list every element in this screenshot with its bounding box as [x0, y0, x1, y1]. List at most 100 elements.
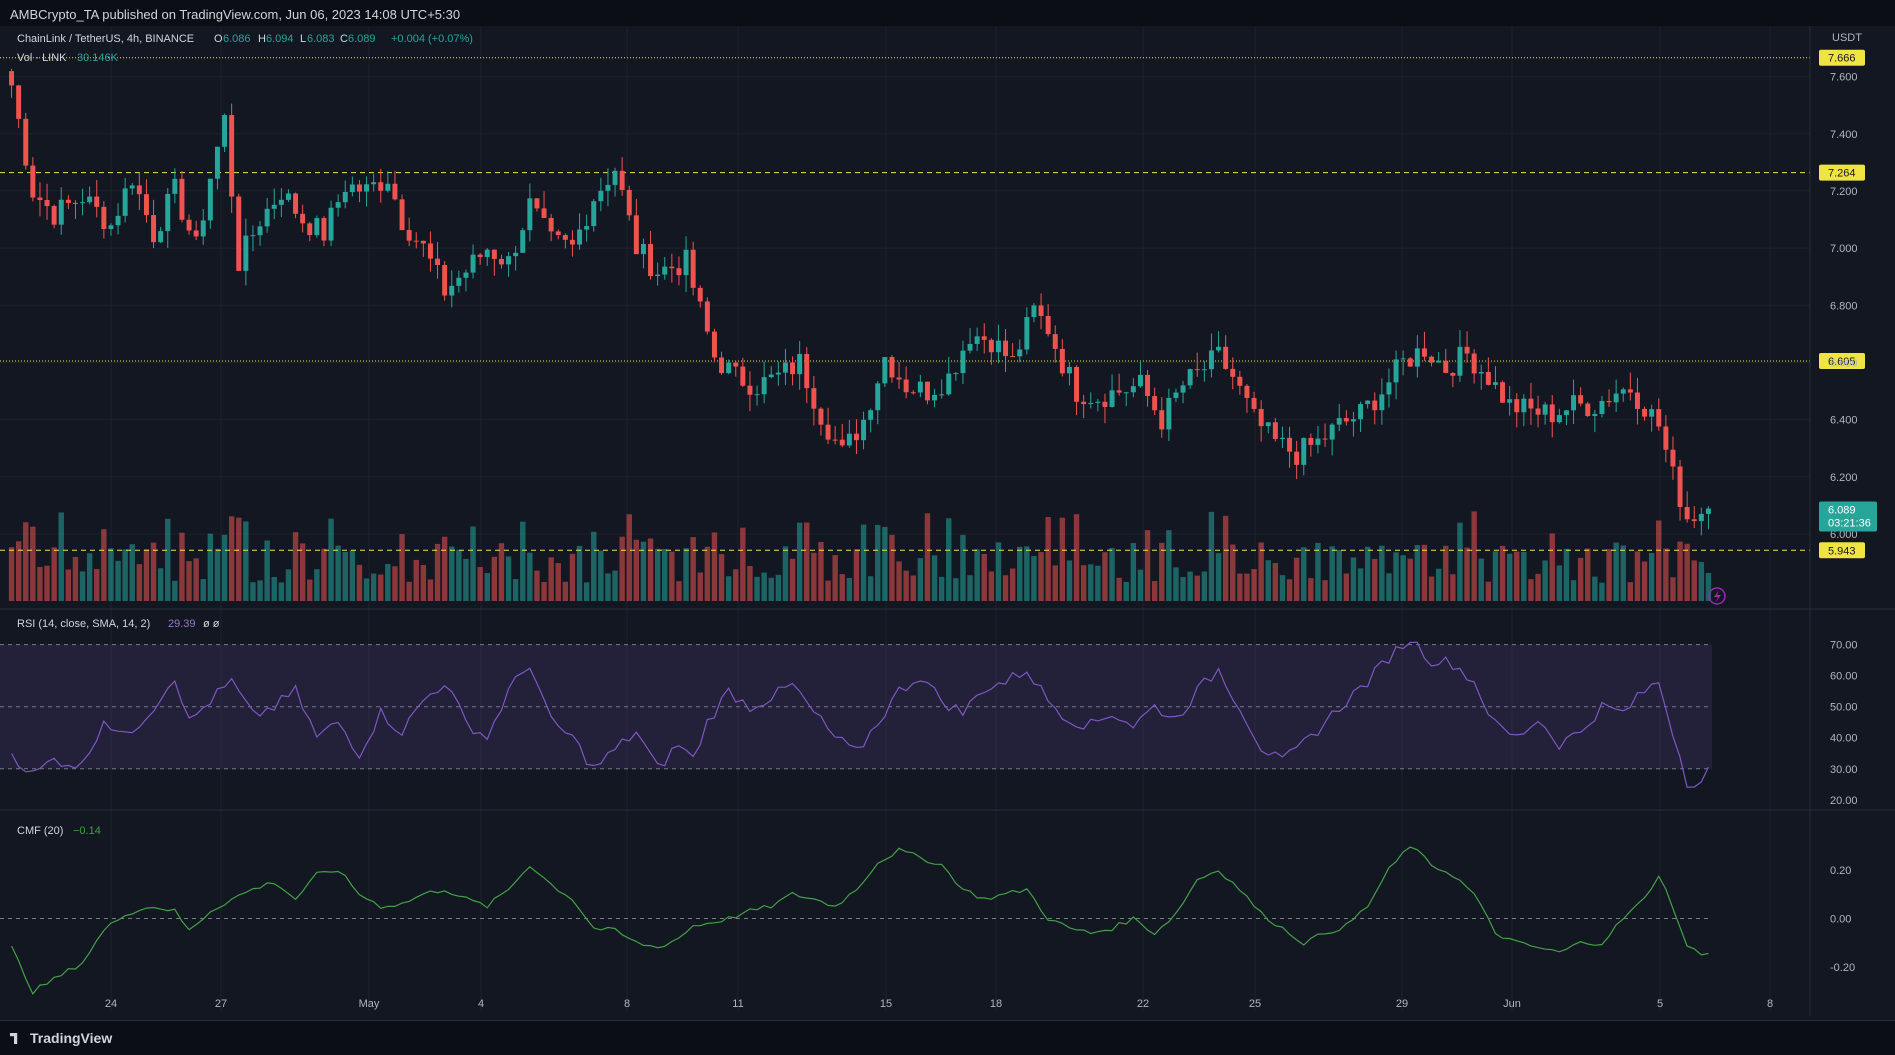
volume-bar: [1499, 545, 1506, 601]
volume-bar: [654, 548, 661, 601]
candle: [612, 167, 618, 197]
candle: [669, 253, 675, 283]
volume-bar: [1066, 560, 1073, 601]
time-axis[interactable]: 24 27 May 4 8 11 15 18 22 25 29 Jun 5 8: [105, 998, 1773, 1010]
volume-bar: [576, 545, 583, 601]
volume-bar: [1641, 561, 1648, 601]
volume-bar: [1364, 546, 1371, 601]
volume-bar: [1166, 530, 1172, 601]
price-axis[interactable]: 7.600 7.400 7.200 7.000 6.800 6.600 6.400 6.200…: [1830, 72, 1858, 541]
candle: [974, 327, 980, 352]
candle: [1677, 459, 1683, 521]
candle: [1443, 348, 1449, 374]
candle: [129, 183, 135, 195]
candle: [278, 188, 284, 217]
volume-bar: [669, 551, 675, 601]
candle: [143, 179, 149, 223]
volume-bar: [470, 526, 476, 601]
candle: [257, 221, 263, 246]
candle: [193, 220, 199, 241]
rsi-tick: 50.00: [1830, 702, 1858, 714]
candle: [825, 407, 831, 445]
volume-bar: [1372, 558, 1378, 601]
candle: [80, 188, 86, 216]
volume-bar: [399, 534, 405, 601]
candle: [477, 253, 483, 265]
candle: [94, 180, 100, 218]
candle: [172, 168, 178, 204]
candle: [1691, 506, 1697, 529]
candle: [875, 381, 881, 425]
candle: [1436, 352, 1442, 363]
lightning-icon[interactable]: [1708, 587, 1726, 605]
tradingview-logo[interactable]: TradingView: [10, 1030, 112, 1046]
volume-bar: [356, 564, 363, 601]
candlesticks[interactable]: [9, 68, 1711, 536]
candle: [1350, 411, 1356, 437]
volume-bar: [1407, 558, 1413, 601]
volume-bar: [250, 582, 256, 601]
volume-bar: [605, 573, 611, 601]
candle: [356, 180, 362, 203]
volume-bar: [903, 570, 909, 601]
candle: [101, 201, 107, 239]
volume-bar: [1109, 548, 1115, 601]
grid-lines: [0, 26, 1810, 1011]
volume-bar: [1521, 551, 1527, 601]
candle: [30, 157, 36, 202]
level-label: 6.605: [1819, 353, 1865, 370]
candle: [1088, 392, 1094, 409]
candle: [51, 204, 57, 229]
volume-bar: [378, 574, 384, 601]
candle: [179, 170, 185, 223]
candle: [1606, 389, 1612, 407]
candle: [385, 171, 391, 193]
volume-bar: [143, 549, 150, 601]
symbol-legend: ChainLink / TetherUS, 4h, BINANCE O 6.08…: [17, 33, 473, 837]
volume-bar: [264, 540, 270, 601]
time-tick: 25: [1249, 998, 1261, 1010]
volume-value: 30.146K: [77, 52, 119, 64]
candle: [243, 218, 249, 286]
time-tick: 22: [1137, 998, 1149, 1010]
volume-bar: [221, 534, 228, 601]
candle: [371, 173, 377, 192]
volume-bar: [505, 556, 512, 601]
volume-bar: [1258, 542, 1264, 601]
volume-bar: [1514, 551, 1520, 601]
volume-bar: [1357, 568, 1364, 601]
candle: [882, 356, 888, 387]
candle: [406, 217, 412, 247]
open-label: O: [214, 33, 223, 45]
volume-bar: [328, 518, 334, 601]
candle: [640, 238, 646, 269]
candle: [399, 194, 405, 231]
candle: [293, 192, 299, 219]
volume-bar: [1038, 552, 1044, 601]
volume-bar: [1606, 549, 1612, 601]
candle: [1251, 391, 1257, 413]
candle: [307, 221, 313, 242]
time-tick: 11: [732, 998, 743, 1010]
candle: [1613, 379, 1619, 412]
publisher-bar: AMBCrypto_TA published on TradingView.co…: [0, 0, 1895, 26]
volume-bar: [79, 571, 86, 601]
candle: [1358, 401, 1364, 433]
rsi-tick: 40.00: [1830, 733, 1858, 745]
volume-bar: [804, 522, 810, 601]
candle: [697, 285, 703, 308]
volume-bar: [321, 548, 327, 601]
volume-bar: [172, 580, 178, 601]
candle: [1010, 343, 1016, 358]
rsi-line: [11, 641, 1709, 788]
volume-bar: [931, 555, 938, 601]
volume-bar: [1208, 511, 1215, 601]
candle: [1301, 437, 1307, 476]
candle: [1031, 303, 1037, 323]
candle: [16, 84, 22, 129]
candle: [484, 248, 490, 266]
rsi-tick: 20.00: [1830, 795, 1858, 807]
volume-bar: [1542, 560, 1548, 601]
candle: [108, 223, 114, 236]
